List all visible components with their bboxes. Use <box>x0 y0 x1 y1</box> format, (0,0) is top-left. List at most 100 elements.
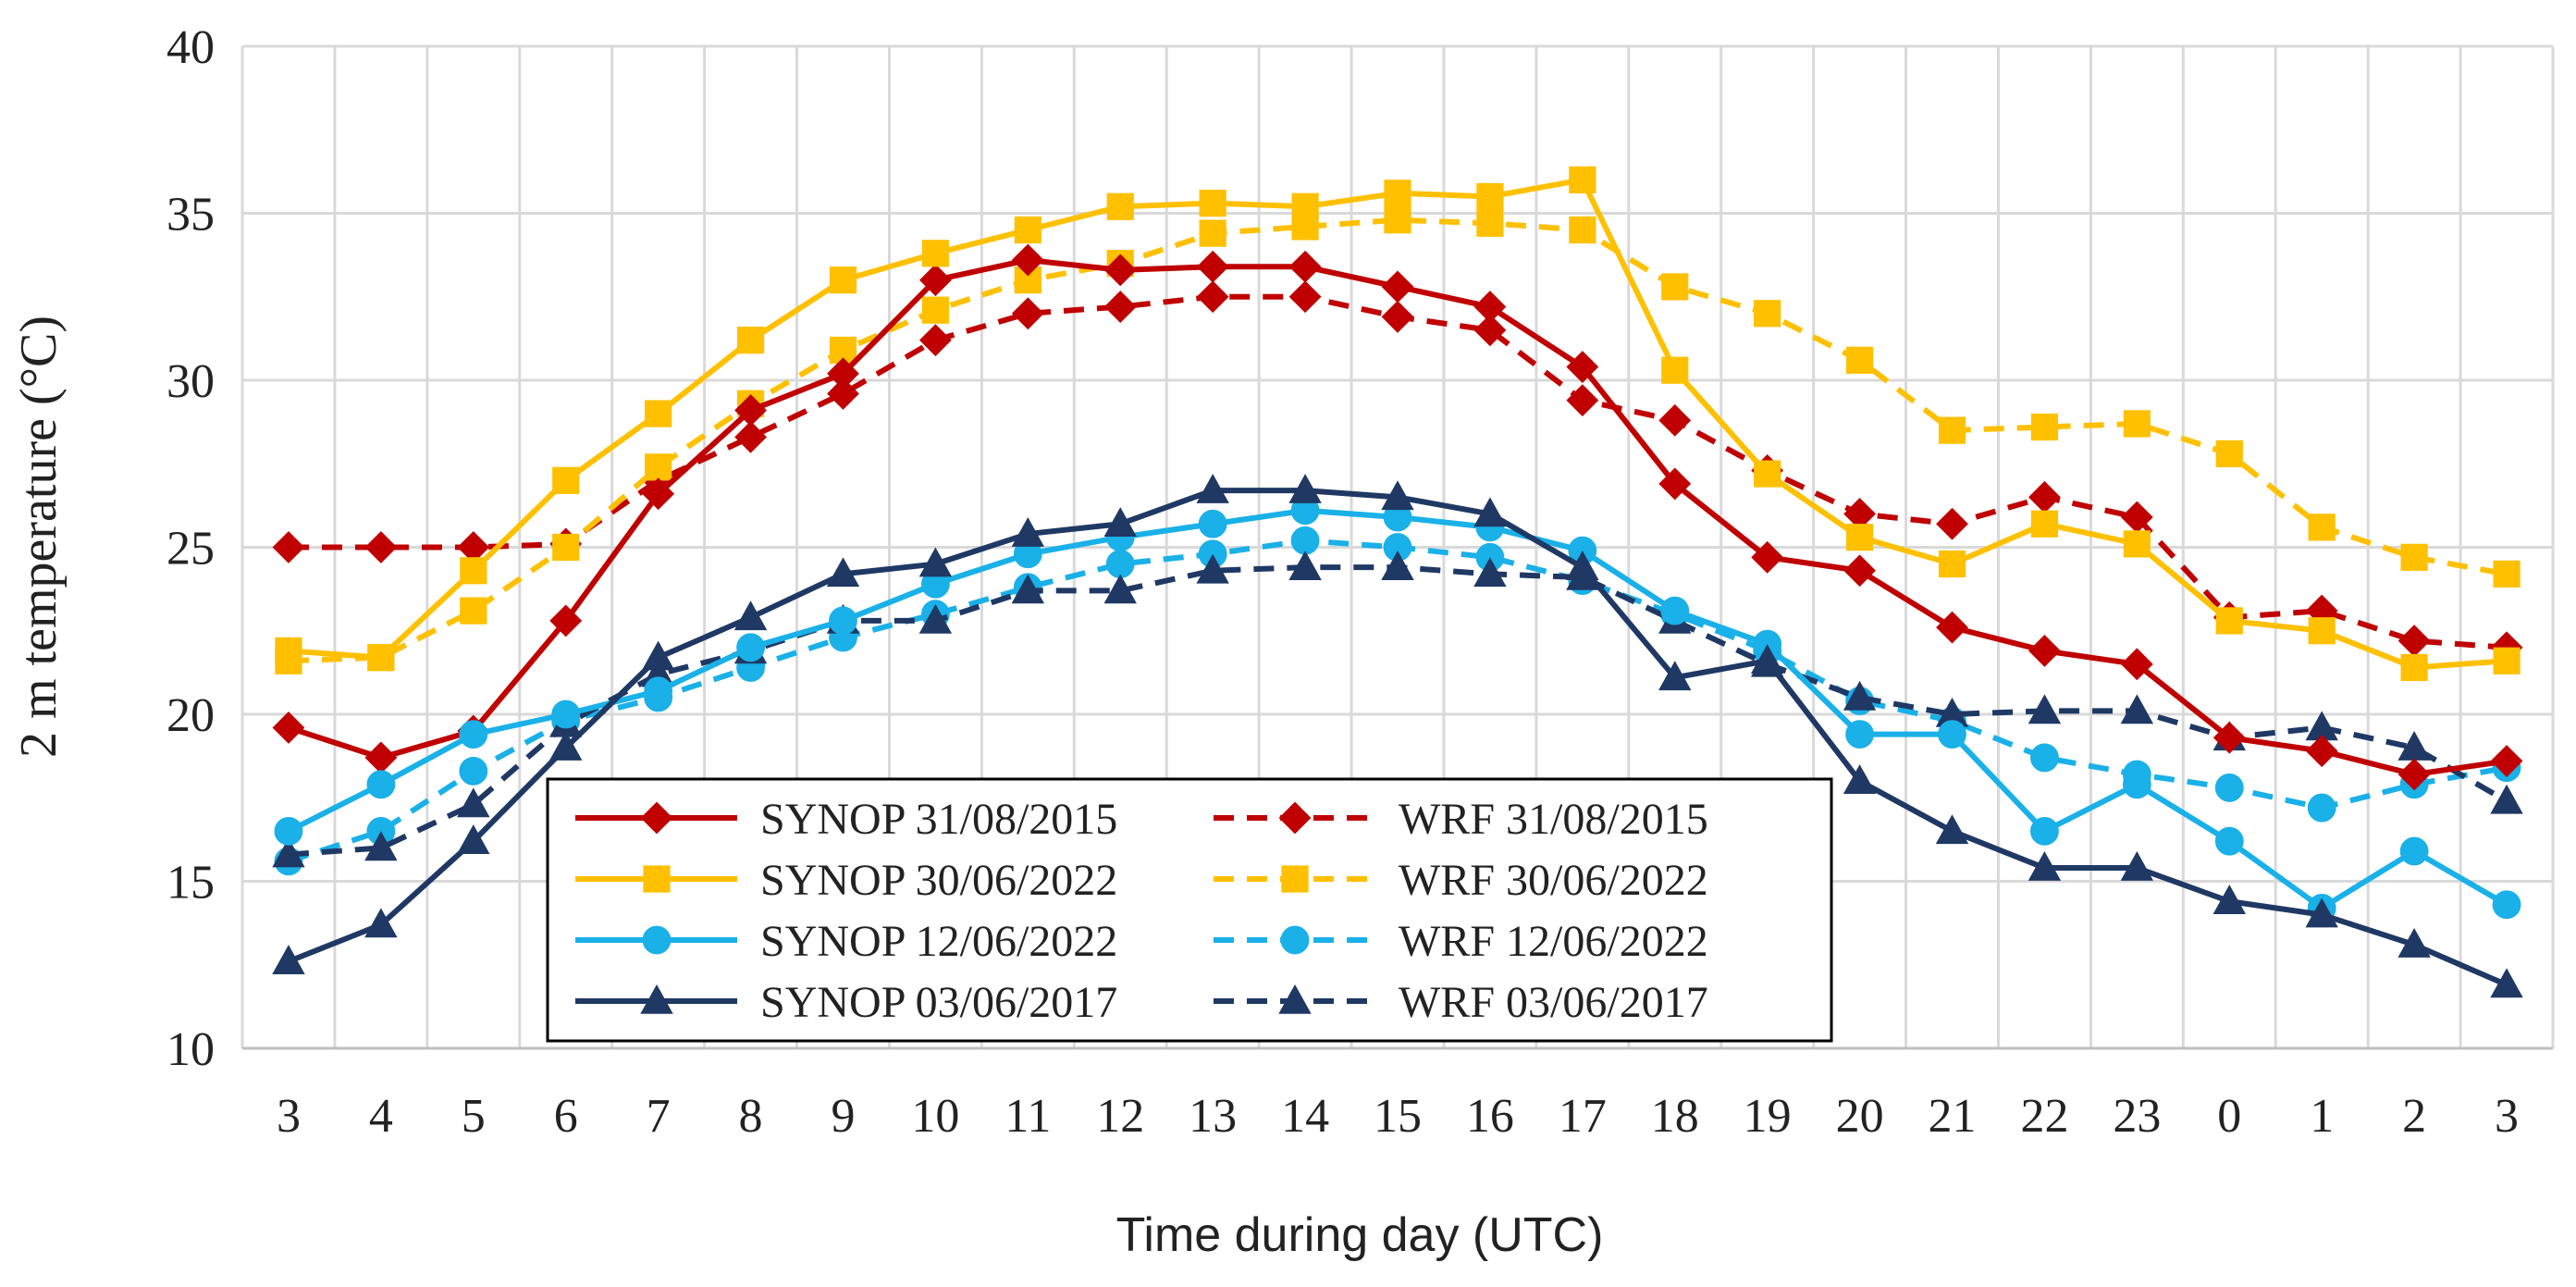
legend-label: WRF 12/06/2022 <box>1399 917 1708 966</box>
legend-marker <box>1281 865 1309 893</box>
legend-label: SYNOP 12/06/2022 <box>760 917 1117 966</box>
data-point <box>2397 758 2431 791</box>
legend-marker <box>1278 801 1312 835</box>
x-tick-label: 17 <box>1559 1090 1607 1143</box>
x-tick-label: 9 <box>831 1090 855 1143</box>
data-point <box>918 264 952 297</box>
x-tick-label: 14 <box>1281 1090 1329 1143</box>
data-point <box>645 453 672 481</box>
series-line <box>288 177 2508 671</box>
data-point <box>1103 507 1137 538</box>
x-tick-label: 5 <box>462 1090 486 1143</box>
legend-label: WRF 30/06/2022 <box>1399 856 1708 905</box>
data-point <box>1381 551 1414 580</box>
data-point <box>364 531 398 563</box>
data-point <box>921 240 949 267</box>
data-point <box>2490 968 2523 998</box>
data-point <box>272 837 305 868</box>
x-tick-label: 21 <box>1929 1090 1977 1143</box>
data-point <box>367 644 395 672</box>
data-point <box>460 557 487 585</box>
data-point <box>2028 694 2062 724</box>
data-point <box>1011 574 1045 604</box>
data-point <box>364 908 398 938</box>
data-point <box>1105 550 1135 578</box>
data-point <box>552 533 580 562</box>
x-tick-label: 13 <box>1189 1090 1237 1143</box>
data-point <box>1843 554 1877 588</box>
x-tick-label: 6 <box>554 1090 578 1143</box>
data-point <box>829 266 857 294</box>
data-point <box>644 676 673 706</box>
legend-label: WRF 03/06/2017 <box>1399 978 1708 1027</box>
data-point <box>1103 574 1137 604</box>
data-point <box>272 712 305 744</box>
data-point <box>551 699 581 729</box>
data-point <box>1288 474 1322 503</box>
data-point <box>1845 720 1874 749</box>
data-point <box>734 420 767 453</box>
data-point <box>1473 497 1507 527</box>
data-point <box>1473 291 1507 323</box>
data-point <box>641 640 675 671</box>
data-point <box>645 400 672 427</box>
data-point <box>1658 467 1692 501</box>
x-tick-label: 11 <box>1005 1090 1051 1143</box>
data-point <box>457 824 490 854</box>
legend-marker <box>640 984 673 1014</box>
legend-label: WRF 31/08/2015 <box>1399 795 1708 844</box>
x-tick-label: 16 <box>1466 1090 1514 1143</box>
legend-item: WRF 30/06/2022 <box>1214 856 1708 905</box>
data-point <box>1199 190 1226 217</box>
legend-label: SYNOP 30/06/2022 <box>760 856 1117 905</box>
data-point <box>1843 764 1877 794</box>
data-point <box>1381 480 1414 511</box>
data-point <box>2308 617 2336 645</box>
data-point <box>2212 721 2246 754</box>
legend-label: SYNOP 03/06/2017 <box>760 978 1117 1027</box>
data-point <box>2030 743 2059 773</box>
data-point <box>2030 816 2059 846</box>
data-point <box>275 637 302 665</box>
data-point <box>1384 179 1411 207</box>
legend-item: SYNOP 03/06/2017 <box>575 978 1117 1027</box>
legend-item: WRF 12/06/2022 <box>1214 917 1708 966</box>
data-point <box>2397 928 2431 958</box>
data-point <box>1106 192 1134 220</box>
data-point <box>1754 460 1781 488</box>
x-tick-label: 22 <box>2020 1090 2068 1143</box>
data-point <box>1661 273 1689 301</box>
data-point <box>1569 216 1596 244</box>
data-point <box>1936 611 1968 644</box>
legend-item: SYNOP 30/06/2022 <box>575 856 1117 905</box>
data-point <box>460 597 487 625</box>
y-tick-label: 30 <box>166 355 215 408</box>
x-tick-label: 1 <box>2310 1090 2334 1143</box>
x-tick-label: 2 <box>2402 1090 2426 1143</box>
data-point <box>2028 851 2062 881</box>
data-point <box>1103 291 1137 323</box>
data-point <box>2400 543 2428 571</box>
legend-item: WRF 31/08/2015 <box>1214 795 1708 844</box>
data-point <box>1846 346 1874 374</box>
data-point <box>549 604 583 637</box>
data-point <box>826 557 860 588</box>
data-point <box>2214 773 2244 802</box>
legend-marker <box>1278 984 1312 1014</box>
data-point <box>736 327 765 354</box>
data-point <box>1198 509 1227 538</box>
data-point <box>1566 384 1599 417</box>
data-point <box>2399 836 2429 866</box>
data-point <box>2493 560 2521 588</box>
y-tick-label: 25 <box>166 523 215 575</box>
legend-item: WRF 03/06/2017 <box>1214 978 1708 1027</box>
data-point <box>1011 297 1044 330</box>
data-point <box>827 357 859 390</box>
data-point <box>1288 551 1322 580</box>
data-point <box>1473 557 1507 588</box>
legend-item: SYNOP 31/08/2015 <box>575 795 1117 844</box>
data-point <box>829 606 857 636</box>
data-point <box>918 324 952 357</box>
data-point <box>1846 524 1874 551</box>
